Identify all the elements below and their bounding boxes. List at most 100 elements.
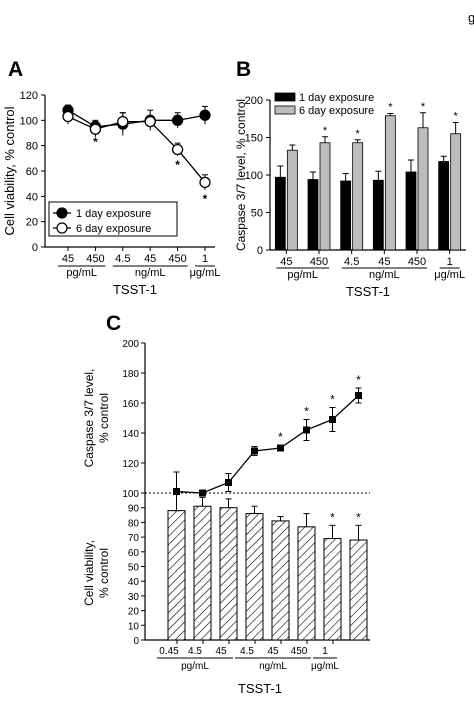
panel-c-caspase-significance-marker: *	[382, 0, 387, 3]
panel-c-upper-y-label-line2: % control	[97, 393, 111, 443]
panel-c-caspase-significance-marker: *	[356, 373, 361, 387]
panel-c-x-tick-label: 1	[322, 646, 328, 657]
panel-c-x-tick-label: 45	[267, 646, 279, 657]
panel-a-point	[199, 176, 211, 189]
panel-c-y-tick-label: 70	[128, 533, 140, 544]
panel-a-x-tick-label: 1	[202, 253, 208, 265]
panel-a-unit-group-label: ng/mL	[135, 267, 166, 279]
panel-b-bar-series-2	[384, 115, 396, 251]
panel-a-x-tick-label: 45	[62, 253, 74, 265]
panel-c-viability-bar	[349, 539, 368, 641]
panel-a-x-tick-label: 4.5	[115, 253, 130, 265]
panel-c-caspase-point	[225, 479, 232, 486]
panel-b-legend-swatch	[274, 105, 296, 115]
panel-b-bar-series-1	[405, 171, 417, 251]
panel-c-viability-bar	[245, 513, 264, 641]
panel-c-caspase-significance-marker: *	[304, 405, 309, 419]
panel-b-unit-group-label: pg/mL	[287, 269, 318, 281]
panel-c-x-tick-label: 0.45	[159, 646, 179, 657]
panel-b-significance-marker: *	[388, 102, 393, 114]
panel-c-caspase-point	[173, 488, 180, 495]
panel-b-x-tick-label: 45	[280, 256, 292, 268]
panel-c-x-axis-label: TSST-1	[238, 681, 282, 696]
panel-c-y-tick-label: 50	[128, 563, 140, 574]
panel-a-x-tick-label: 450	[86, 253, 104, 265]
panel-c-y-tick-label: 90	[128, 504, 140, 515]
panel-c-caspase-significance-marker: *	[330, 393, 335, 407]
panel-c-y-tick-label: 80	[128, 518, 140, 529]
panel-a-point	[199, 109, 211, 121]
panel-b-significance-marker: *	[323, 125, 328, 137]
panel-b-chart: 0 50 100 150 200 45 450 4.5 45 450 1 pg/mL ng/mL μg/m…	[234, 92, 466, 299]
panel-a-significance-marker: *	[93, 135, 98, 149]
panel-b-bar-series-1	[274, 176, 286, 251]
panel-a-point	[89, 123, 102, 135]
panel-c-lower-y-label-line1: Cell viability,	[82, 540, 96, 606]
panel-c-caspase-point	[355, 392, 362, 399]
panel-c-upper-y-label-line1: Caspase 3/7 level,	[82, 369, 96, 468]
panel-b-y-tick-label: 50	[251, 208, 263, 220]
panel-c-y-tick-label: 0	[133, 636, 139, 647]
panel-c-label: C	[106, 312, 121, 335]
panel-a-legend-box	[48, 201, 178, 237]
panel-a-y-tick-label: 60	[26, 166, 38, 178]
panel-a-point	[171, 143, 184, 156]
panel-b-bar-series-2	[352, 142, 364, 251]
panel-b-unit-group-label: ng/mL	[369, 269, 400, 281]
panel-b-y-tick-label: 0	[257, 245, 263, 257]
panel-b-y-tick-label: 150	[245, 133, 263, 145]
panel-c-lower-y-label-line2: % control	[97, 548, 111, 598]
panel-c-x-tick-label: 4.5	[188, 646, 202, 657]
panel-c-viability-bar	[193, 505, 212, 641]
panel-b-bar-series-2	[417, 127, 429, 251]
panel-b-bar-series-1	[372, 179, 384, 251]
panel-a-x-axis-label: TSST-1	[113, 282, 157, 297]
panel-a-legend-marker	[56, 207, 68, 219]
panel-a-label: A	[8, 58, 23, 81]
panel-c-viability-bar	[271, 520, 290, 641]
panel-a-significance-marker: *	[175, 158, 180, 172]
panel-c-caspase-point	[251, 447, 258, 455]
panel-c-caspase-point	[277, 444, 284, 452]
panel-b-significance-marker: *	[454, 111, 459, 123]
panel-c-viability-bar	[167, 510, 186, 641]
panel-b-legend-label: 6 day exposure	[299, 105, 374, 117]
panel-c-y-tick-label: 120	[122, 459, 139, 470]
panel-b-y-tick-label: 100	[245, 170, 263, 182]
panel-c-caspase-line	[176, 395, 359, 494]
panel-a-x-tick-label: 450	[168, 253, 186, 265]
panel-b-x-tick-label: 450	[408, 256, 426, 268]
panel-b-legend-label: 1 day exposure	[299, 92, 374, 104]
panel-a-y-tick-label: 80	[26, 141, 38, 153]
panel-a-unit-group-label: μg/mL	[190, 267, 221, 279]
panel-b-x-tick-label: 450	[310, 256, 328, 268]
panel-c-caspase-significance-marker: *	[278, 430, 283, 444]
panel-c-caspase-point	[329, 416, 336, 423]
panel-b-unit-group-label: μg/mL	[434, 269, 465, 281]
panel-b-bar-series-2	[450, 133, 462, 251]
panel-b-x-tick-label: 45	[378, 256, 390, 268]
panel-b-label: B	[236, 58, 251, 81]
panel-a-point	[62, 110, 74, 123]
panel-a-y-tick-label: 0	[32, 242, 38, 254]
panel-c-viability-bar	[219, 507, 238, 641]
panel-c-x-tick-label: 450	[291, 646, 308, 657]
panel-c-y-tick-label: 40	[128, 577, 140, 588]
panel-c-y-tick-label: 160	[122, 399, 139, 410]
panel-a-y-tick-label: 40	[26, 191, 38, 203]
panel-a-legend-marker	[56, 222, 68, 234]
panel-b-significance-marker: *	[356, 128, 361, 140]
panel-c-caspase-point	[199, 489, 206, 497]
panel-c-y-tick-label: 200	[122, 339, 139, 350]
panel-c-viability-bar	[323, 538, 342, 641]
page-corner-mark: g	[468, 10, 474, 25]
panel-a-unit-group-label: pg/mL	[66, 267, 97, 279]
panel-c-viability-bar	[297, 526, 316, 641]
panel-c-y-tick-label: 10	[128, 621, 140, 632]
panel-c-y-tick-label: 100	[122, 489, 139, 500]
panel-c-viability-significance-marker: *	[330, 510, 335, 524]
panel-a-legend: 1 day exposure 6 day exposure	[48, 201, 178, 237]
panel-c-y-tick-label: 30	[128, 592, 140, 603]
